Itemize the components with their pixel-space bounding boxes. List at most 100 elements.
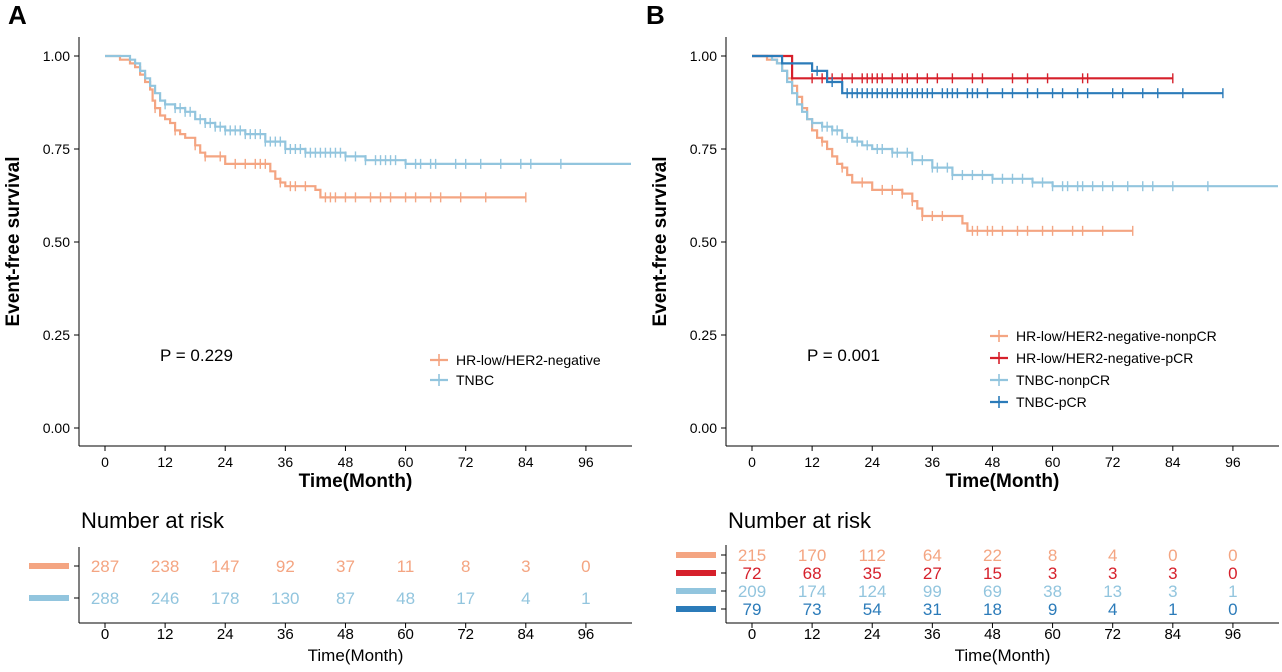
risk-count: 215	[738, 546, 766, 565]
risk-count: 1	[581, 589, 590, 608]
x-tick-label: 12	[157, 454, 173, 470]
risk-count: 1	[1228, 582, 1237, 601]
risk-count: 174	[798, 582, 826, 601]
x-tick-label: 96	[1225, 454, 1241, 470]
risk-count: 69	[983, 582, 1002, 601]
risk-count: 4	[521, 589, 530, 608]
p-value-label: P = 0.001	[807, 346, 880, 365]
risk-x-tick-label: 36	[277, 626, 294, 643]
panel-label: A	[8, 0, 27, 30]
risk-table-title: Number at risk	[81, 508, 225, 533]
risk-count: 8	[1048, 546, 1057, 565]
risk-count: 288	[91, 589, 119, 608]
risk-count: 3	[1168, 564, 1177, 583]
survival-curve-2	[105, 54, 631, 165]
y-axis-title: Event-free survival	[3, 156, 24, 326]
risk-count: 3	[1108, 564, 1117, 583]
risk-count: 130	[271, 589, 299, 608]
x-tick-label: 72	[1105, 454, 1121, 470]
risk-x-tick-label: 0	[748, 626, 756, 643]
risk-count: 73	[803, 600, 822, 619]
x-tick-label: 48	[985, 454, 1001, 470]
risk-count: 9	[1048, 600, 1057, 619]
y-tick-label: 0.25	[43, 327, 70, 343]
risk-x-tick-label: 0	[101, 626, 109, 643]
x-tick-label: 0	[748, 454, 756, 470]
x-tick-label: 0	[101, 454, 109, 470]
y-tick-label: 0.75	[690, 141, 717, 157]
x-tick-label: 24	[864, 454, 880, 470]
x-tick-label: 48	[338, 454, 354, 470]
risk-count: 4	[1108, 546, 1117, 565]
risk-count: 22	[983, 546, 1002, 565]
risk-x-tick-label: 72	[457, 626, 474, 643]
risk-count: 209	[738, 582, 766, 601]
legend-label-2: HR-low/HER2-negative-pCR	[1016, 350, 1193, 366]
risk-count: 0	[581, 557, 590, 576]
legend-label-3: TNBC-nonpCR	[1016, 372, 1110, 388]
risk-count: 112	[859, 546, 886, 565]
survival-curve-1	[105, 54, 526, 199]
panel-label: B	[646, 0, 665, 30]
survival-curve-3	[752, 54, 1278, 188]
survival-curve-4	[752, 54, 1223, 95]
risk-x-tick-label: 24	[864, 626, 881, 643]
risk-x-tick-label: 84	[1164, 626, 1181, 643]
km-panel-a: A0.000.250.500.751.000 12 24 36 48 60 72 84 96Ti…	[3, 0, 632, 665]
risk-count: 287	[91, 557, 119, 576]
risk-count: 87	[336, 589, 355, 608]
risk-x-tick-label: 48	[984, 626, 1001, 643]
risk-count: 68	[803, 564, 822, 583]
x-tick-label: 60	[398, 454, 414, 470]
x-tick-label: 72	[458, 454, 474, 470]
risk-count: 170	[798, 546, 826, 565]
y-tick-label: 0.00	[690, 420, 717, 436]
p-value-label: P = 0.229	[160, 346, 233, 365]
risk-x-tick-label: 12	[804, 626, 821, 643]
risk-count: 72	[743, 564, 762, 583]
risk-count: 11	[397, 557, 415, 576]
risk-count: 178	[211, 589, 239, 608]
risk-count: 35	[863, 564, 882, 583]
risk-count: 38	[1043, 582, 1062, 601]
risk-x-tick-label: 36	[924, 626, 941, 643]
risk-x-tick-label: 60	[1044, 626, 1061, 643]
x-tick-label: 12	[804, 454, 820, 470]
survival-curve-1	[752, 54, 1133, 232]
x-tick-label: 96	[578, 454, 594, 470]
risk-count: 37	[336, 557, 355, 576]
risk-count: 79	[743, 600, 762, 619]
y-tick-label: 0.00	[43, 420, 70, 436]
risk-count: 27	[923, 564, 942, 583]
y-tick-label: 0.50	[690, 234, 717, 250]
risk-count: 238	[151, 557, 179, 576]
x-axis-title: Time(Month)	[946, 471, 1060, 492]
x-tick-label: 84	[518, 454, 534, 470]
risk-count: 31	[923, 600, 942, 619]
risk-x-tick-label: 72	[1104, 626, 1121, 643]
x-tick-label: 24	[217, 454, 233, 470]
y-axis-title: Event-free survival	[650, 156, 671, 326]
risk-count: 13	[1103, 582, 1122, 601]
risk-x-tick-label: 12	[157, 626, 174, 643]
risk-count: 18	[983, 600, 1002, 619]
legend-label-4: TNBC-pCR	[1016, 394, 1087, 410]
risk-x-axis-title: Time(Month)	[955, 646, 1051, 665]
risk-count: 92	[276, 557, 295, 576]
risk-count: 15	[983, 564, 1002, 583]
risk-count: 124	[858, 582, 886, 601]
risk-count: 48	[396, 589, 415, 608]
risk-x-tick-label: 60	[397, 626, 414, 643]
risk-count: 147	[211, 557, 239, 576]
legend-label-1: HR-low/HER2-negative	[456, 352, 601, 368]
risk-count: 0	[1228, 546, 1237, 565]
risk-count: 3	[1048, 564, 1057, 583]
y-tick-label: 1.00	[690, 48, 717, 64]
risk-count: 17	[456, 589, 475, 608]
legend-label-1: HR-low/HER2-negative-nonpCR	[1016, 328, 1217, 344]
km-panel-b: B0.000.250.500.751.000 12 24 36 48 60 72 84 96Ti…	[646, 0, 1279, 665]
risk-count: 54	[863, 600, 882, 619]
